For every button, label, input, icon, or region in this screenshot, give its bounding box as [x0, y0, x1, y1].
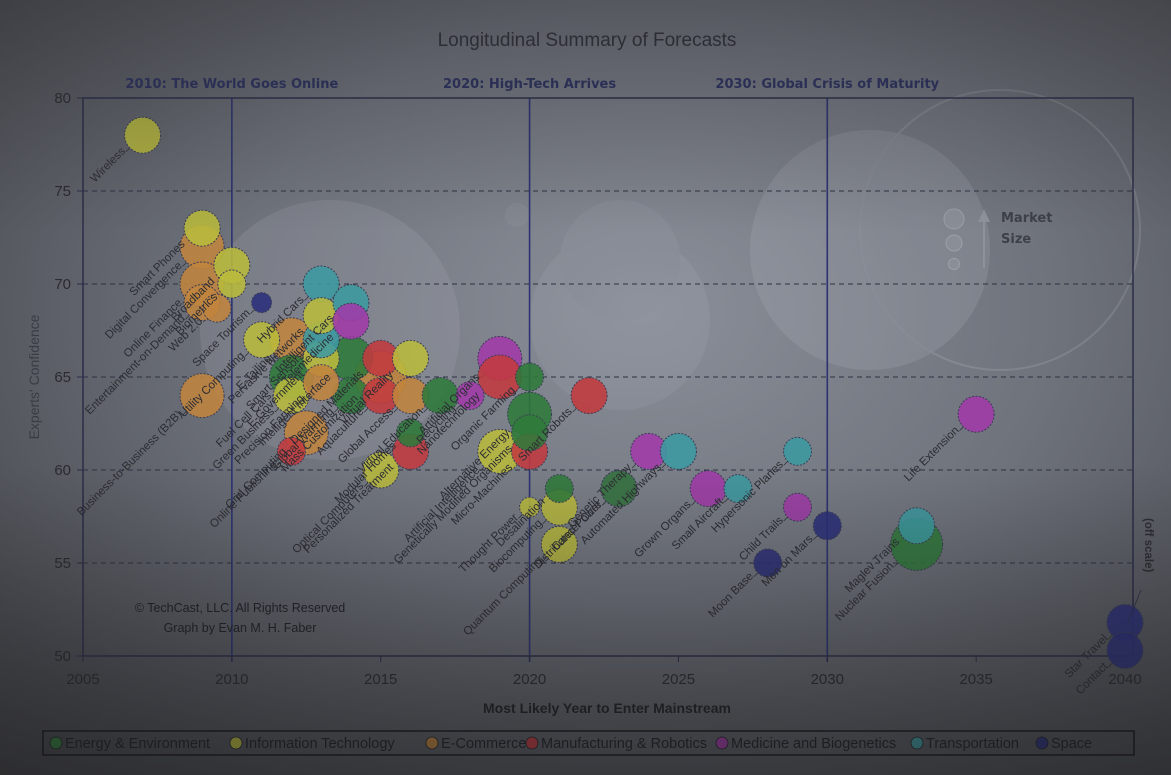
bubble-contact [1106, 631, 1144, 669]
bubble-label: Life Extension [902, 424, 962, 484]
legend-marker-it [229, 736, 243, 750]
legend-item-space: Space [1051, 736, 1092, 752]
x-axis-label: Most Likely Year to Enter Mainstream [483, 700, 731, 716]
legend-marker-med [715, 736, 729, 750]
legend-item-ecom: E-Commerce [441, 736, 526, 752]
y-tick-label: 80 [54, 90, 71, 107]
bubble-label: Business-to-Business (B2B) [75, 409, 185, 519]
x-tick-label: 2025 [662, 671, 695, 688]
legend-item-it: Information Technology [245, 736, 395, 752]
leader-line [572, 407, 577, 413]
category-legend: Energy & Environment Information Technolo… [49, 736, 1092, 752]
x-tick-label: 2005 [66, 671, 99, 688]
chart-title: Longitudinal Summary of Forecasts [438, 30, 737, 51]
bubble-maglev-trains [898, 507, 936, 545]
y-tick-label: 60 [54, 462, 71, 479]
legend-item-trans: Transportation [926, 736, 1019, 752]
leader-line [959, 426, 964, 432]
bubble-telemedicine [332, 302, 370, 340]
bubble-hybrid-cars [302, 265, 340, 303]
bubble-biometrics [217, 269, 247, 299]
leader-line [783, 460, 788, 466]
off-scale-note: (off scale) [1142, 518, 1154, 572]
y-tick-label: 65 [54, 369, 71, 386]
bubble-label: Personalized Treatment [302, 461, 397, 556]
bubble-wireless [124, 116, 162, 154]
legend-marker-trans [910, 736, 924, 750]
era-label: 2030: Global Crisis of Maturity [715, 77, 939, 92]
leader-line [602, 500, 607, 506]
legend-item-mfg: Manufacturing & Robotics [541, 736, 707, 752]
leader-line [723, 498, 729, 503]
bubble-smart-robots [570, 377, 608, 415]
y-tick-label: 55 [54, 555, 71, 572]
legend-marker-mfg [525, 736, 539, 750]
bubble-label: Wireless [88, 145, 128, 185]
bubble-child-trails [783, 492, 813, 522]
x-tick-label: 2015 [364, 671, 397, 688]
x-tick-label: 2010 [215, 671, 248, 688]
legend-marker-ecom [425, 736, 439, 750]
legend-item-energy: Energy & Environment [65, 736, 210, 752]
legend-marker-energy [49, 736, 63, 750]
y-tick-label: 50 [54, 648, 71, 665]
size-legend-medium-circle [945, 234, 963, 252]
bubble-desalination [544, 474, 574, 504]
bubble-space-tourism [251, 292, 273, 314]
y-axis-ticks: 50 55 60 65 70 75 80 [54, 90, 83, 665]
x-tick-label: 2030 [811, 671, 844, 688]
leader-line [661, 463, 667, 469]
leader-line [182, 261, 187, 267]
leader-line [631, 463, 637, 469]
bubble-label: Entertainment-on-Demand [83, 313, 187, 417]
leader-line [125, 147, 131, 153]
leader-line [783, 516, 788, 522]
leader-line [542, 519, 547, 525]
size-label: Size [1001, 232, 1031, 247]
leader-line [1108, 662, 1113, 668]
legend-marker-space [1035, 736, 1049, 750]
x-tick-label: 2035 [959, 671, 992, 688]
y-tick-label: 70 [54, 276, 71, 293]
x-tick-label: 2040 [1108, 671, 1141, 688]
credits: © TechCast, LLC. All Rights Reserved Gra… [135, 601, 346, 635]
bubble-virtual-reality [391, 339, 429, 377]
size-legend-small-circle [948, 258, 960, 270]
size-legend-large-circle [943, 208, 965, 230]
leader-line [753, 572, 759, 578]
era-label: 2020: High-Tech Arrives [443, 77, 616, 92]
bubble-men-on-mars [812, 511, 842, 541]
bubble-label: Moon Base [706, 570, 756, 620]
bubble-automated-highways [659, 432, 697, 470]
bubble-organic-farming [515, 362, 545, 392]
author-text: Graph by Evan M. H. Faber [164, 621, 317, 635]
y-tick-label: 75 [54, 183, 71, 200]
x-axis-ticks: 2005 2010 2015 2020 2025 2030 2035 2040 [66, 656, 1142, 688]
bubble-smart-phones [183, 209, 221, 247]
leader-line [691, 500, 696, 506]
bubble-life-extension [957, 395, 995, 433]
legend-item-med: Medicine and Biogenetics [731, 736, 896, 752]
bubble-hypersonic-planes [783, 436, 813, 466]
copyright-text: © TechCast, LLC. All Rights Reserved [135, 601, 346, 615]
y-axis-label: Experts' Confidence [26, 314, 42, 439]
era-label: 2010: The World Goes Online [125, 77, 338, 92]
market-label: Market [1001, 211, 1052, 226]
x-tick-label: 2020 [513, 671, 546, 688]
leader-line [813, 535, 818, 540]
